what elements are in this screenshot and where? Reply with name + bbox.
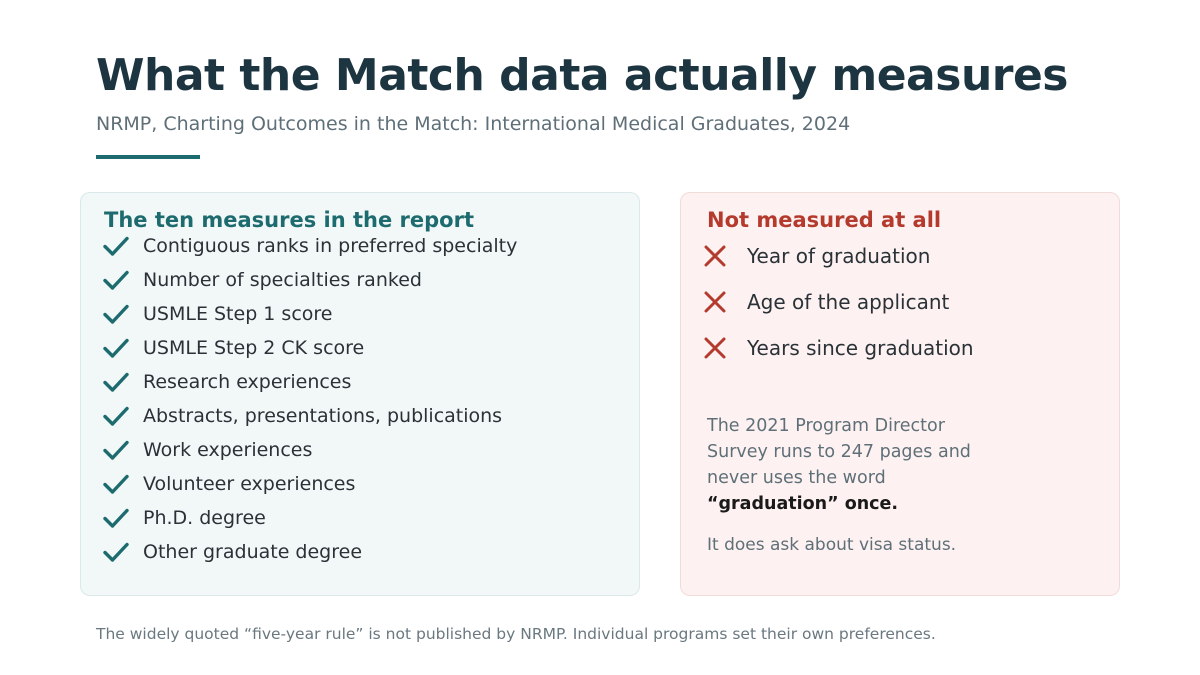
not-measured-item-label: Age of the applicant [747,290,950,314]
not-measured-item-label: Years since graduation [747,336,974,360]
measured-card-heading: The ten measures in the report [104,208,474,232]
measures-list: Contiguous ranks in preferred specialty N… [101,229,517,569]
check-icon [103,304,129,324]
visa-note: It does ask about visa status. [707,535,957,555]
page-subtitle: NRMP, Charting Outcomes in the Match: In… [96,113,851,135]
measure-item: Volunteer experiences [101,467,517,501]
check-icon [103,372,129,392]
check-icon [103,474,129,494]
measure-item: Work experiences [101,433,517,467]
measure-item-label: Research experiences [143,371,352,393]
not-measured-list: Year of graduation Age of the applicant Ye… [701,233,974,371]
check-icon [103,236,129,256]
measure-item-label: Work experiences [143,439,313,461]
measure-item-label: USMLE Step 1 score [143,303,333,325]
check-icon [103,406,129,426]
measure-item: USMLE Step 2 CK score [101,331,517,365]
measure-item-label: Other graduate degree [143,541,363,563]
measure-item-label: USMLE Step 2 CK score [143,337,365,359]
survey-note-emphasis: “graduation” once. [707,494,899,514]
measure-item: Other graduate degree [101,535,517,569]
not-measured-item: Age of the applicant [701,279,974,325]
not-measured-item: Years since graduation [701,325,974,371]
survey-note: The 2021 Program Director Survey runs to… [707,413,1007,517]
measure-item: Abstracts, presentations, publications [101,399,517,433]
check-icon [103,508,129,528]
survey-note-text: The 2021 Program Director Survey runs to… [707,416,971,488]
measured-card: The ten measures in the report Contiguou… [80,192,640,596]
measure-item: Number of specialties ranked [101,263,517,297]
measure-item: USMLE Step 1 score [101,297,517,331]
not-measured-item-label: Year of graduation [747,244,931,268]
check-icon [103,440,129,460]
x-icon [704,245,726,267]
footer-note: The widely quoted “five-year rule” is no… [96,625,936,643]
measure-item-label: Abstracts, presentations, publications [143,405,503,427]
x-icon [704,291,726,313]
page-title: What the Match data actually measures [96,50,1069,101]
check-icon [103,338,129,358]
measure-item-label: Ph.D. degree [143,507,266,529]
measure-item: Research experiences [101,365,517,399]
not-measured-card-heading: Not measured at all [707,208,942,232]
not-measured-card: Not measured at all Year of graduation Ag… [680,192,1120,596]
measure-item-label: Volunteer experiences [143,473,356,495]
title-underline [96,155,200,159]
check-icon [103,270,129,290]
x-icon [704,337,726,359]
check-icon [103,542,129,562]
not-measured-item: Year of graduation [701,233,974,279]
measure-item: Ph.D. degree [101,501,517,535]
measure-item-label: Contiguous ranks in preferred specialty [143,235,518,257]
measure-item: Contiguous ranks in preferred specialty [101,229,517,263]
measure-item-label: Number of specialties ranked [143,269,422,291]
